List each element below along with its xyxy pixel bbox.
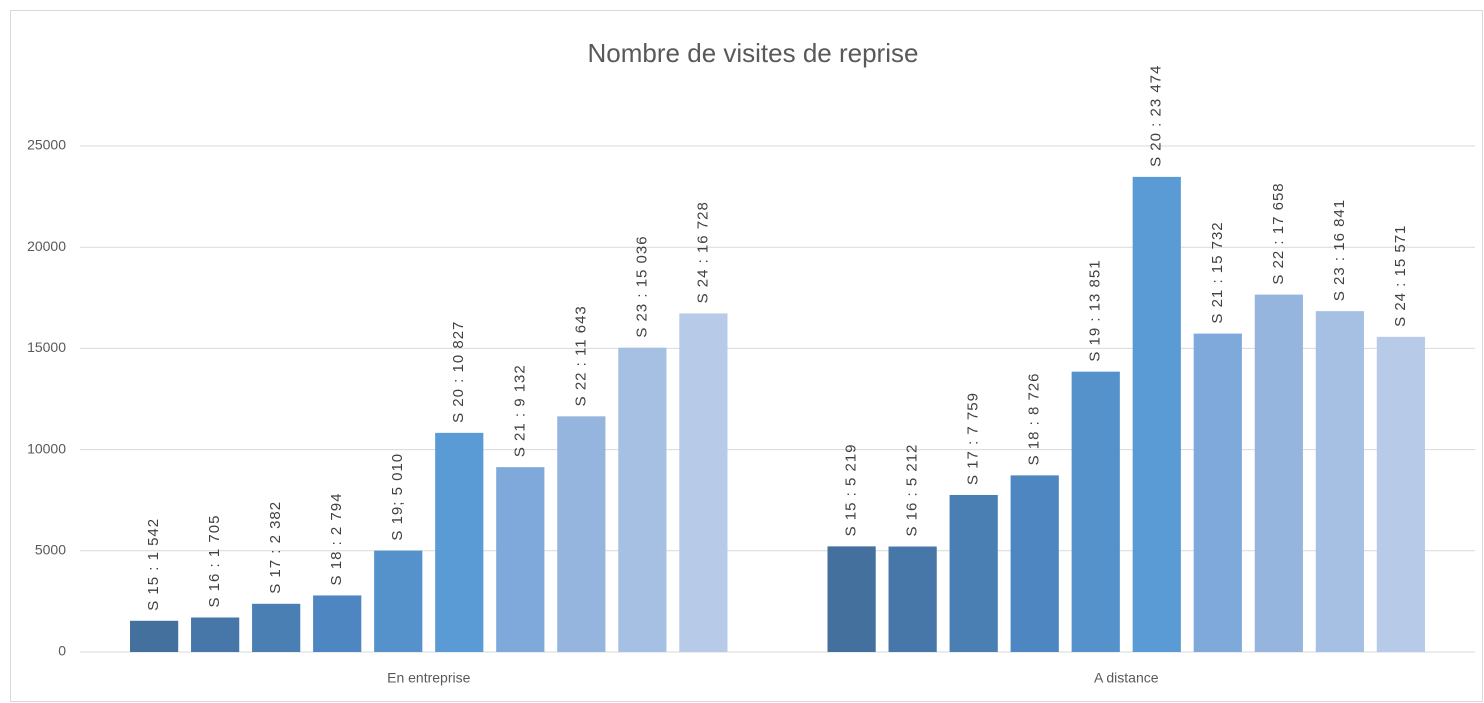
y-tick-label: 20000 — [27, 238, 66, 254]
bar — [1071, 371, 1120, 652]
bar — [191, 617, 240, 652]
bar — [1193, 333, 1242, 652]
data-label: S 19 : 13 851 — [1087, 259, 1104, 361]
data-label: S 18 : 8 726 — [1026, 372, 1043, 465]
data-label: S 16 : 5 212 — [904, 444, 921, 537]
y-tick-label: 5000 — [35, 542, 66, 558]
data-label: S 24 : 15 571 — [1392, 225, 1409, 327]
data-label: S 21 : 15 732 — [1209, 221, 1226, 323]
chart-title: Nombre de visites de reprise — [588, 38, 919, 68]
bar — [827, 546, 876, 652]
bar — [130, 620, 179, 652]
y-tick-label: 0 — [58, 643, 66, 659]
bar — [313, 595, 362, 652]
bar — [1315, 311, 1364, 652]
bar — [618, 347, 667, 652]
data-label: S 20 : 10 827 — [450, 321, 467, 423]
bar — [1376, 336, 1425, 652]
bar — [374, 550, 423, 652]
y-tick-label: 25000 — [27, 137, 66, 153]
y-tick-label: 10000 — [27, 440, 66, 456]
bar — [435, 432, 484, 652]
data-label: S 19; 5 010 — [389, 453, 406, 541]
data-label: S 24 : 16 728 — [694, 201, 711, 303]
data-label: S 16 : 1 705 — [206, 515, 223, 608]
data-label: S 22 : 17 658 — [1270, 182, 1287, 284]
bar — [557, 416, 606, 652]
bar — [888, 546, 937, 652]
data-label: S 18 : 2 794 — [328, 493, 345, 586]
data-label: S 23 : 15 036 — [633, 235, 650, 337]
data-label: S 17 : 2 382 — [267, 501, 284, 594]
bar — [252, 603, 301, 652]
bar — [496, 467, 545, 652]
bar — [1132, 176, 1181, 653]
data-label: S 23 : 16 841 — [1331, 199, 1348, 301]
bar — [949, 494, 998, 652]
x-tick-label: A distance — [1094, 670, 1159, 686]
bar — [679, 313, 728, 652]
x-tick-label: En entreprise — [387, 670, 470, 686]
y-tick-label: 15000 — [27, 339, 66, 355]
data-label: S 21 : 9 132 — [511, 364, 528, 457]
bar — [1010, 475, 1059, 652]
data-label: S 17 : 7 759 — [965, 392, 982, 485]
data-label: S 15 : 5 219 — [843, 443, 860, 536]
data-label: S 22 : 11 643 — [572, 305, 589, 406]
bar — [1254, 294, 1303, 652]
data-label: S 15 : 1 542 — [145, 518, 162, 611]
data-label: S 20 : 23 474 — [1148, 65, 1165, 167]
